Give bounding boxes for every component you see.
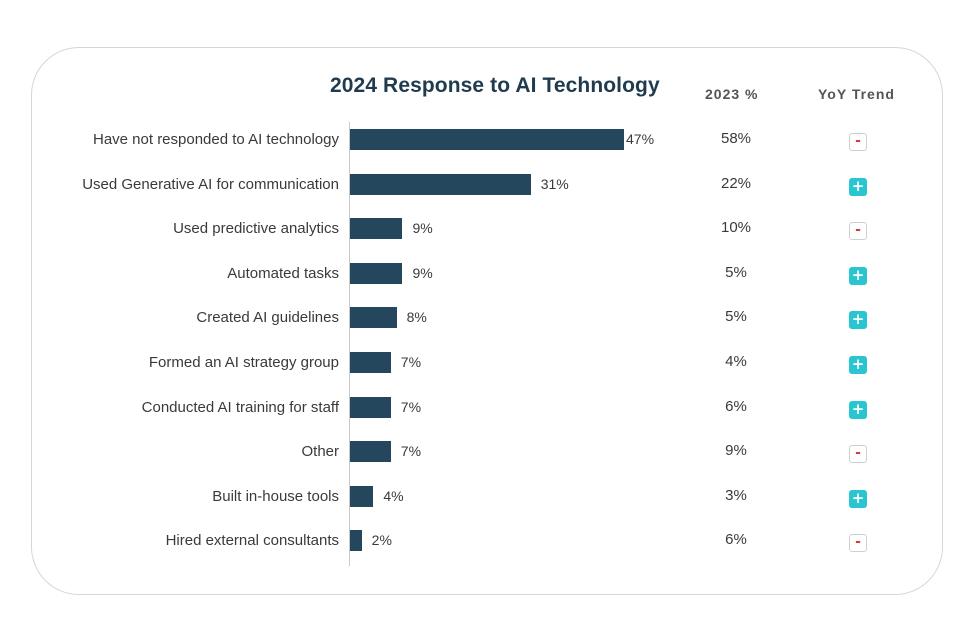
- category-label: Formed an AI strategy group: [148, 354, 339, 371]
- bar-row: Used Generative AI for communication 31% 2…: [0, 163, 974, 207]
- prev-year-value: 6%: [725, 397, 747, 415]
- bar-value-label: 9%: [412, 264, 433, 281]
- category-label: Conducted AI training for staff: [141, 398, 339, 416]
- bar: [350, 441, 391, 463]
- prev-year-value: 4%: [725, 353, 747, 370]
- bar-row: Formed an AI strategy group 7% 4% +: [0, 341, 974, 385]
- bar-row: Other 7% 9% -: [0, 430, 974, 474]
- prev-year-value: 3%: [725, 486, 747, 504]
- bar-value-label: 7%: [400, 398, 422, 415]
- bar-value-label: 4%: [383, 487, 404, 504]
- bar-row: Built in-house tools 4% 3% +: [0, 475, 974, 519]
- category-label: Used Generative AI for communication: [82, 175, 339, 193]
- bar-value-label: 31%: [540, 175, 569, 192]
- trend-down-icon: -: [849, 445, 867, 464]
- prev-year-value: 5%: [725, 263, 747, 281]
- bar-row: Hired external consultants 2% 6% -: [0, 519, 974, 563]
- bar: [350, 396, 391, 418]
- category-label: Created AI guidelines: [196, 309, 339, 327]
- bar-row: Created AI guidelines 8% 5% +: [0, 296, 974, 340]
- prev-year-header: 2023 %: [705, 86, 759, 102]
- category-label: Other: [301, 443, 339, 461]
- bar-value-label: 2%: [371, 532, 392, 549]
- trend-up-icon: +: [849, 266, 867, 285]
- category-label: Have not responded to AI technology: [92, 131, 339, 148]
- trend-up-icon: +: [849, 489, 867, 508]
- prev-year-value: 22%: [720, 174, 752, 192]
- trend-down-icon: -: [849, 222, 867, 241]
- bar-value-label: 9%: [412, 220, 433, 237]
- bar-row: Automated tasks 9% 5% +: [0, 252, 974, 296]
- category-label: Hired external consultants: [165, 532, 339, 550]
- trend-header: YoY Trend: [818, 86, 895, 102]
- prev-year-value: 6%: [725, 531, 747, 549]
- category-label: Automated tasks: [227, 264, 339, 282]
- prev-year-value: 58%: [720, 130, 752, 147]
- bar: [350, 307, 397, 329]
- category-label: Used predictive analytics: [173, 220, 339, 238]
- trend-up-icon: +: [849, 177, 867, 196]
- bar-value-label: 47%: [626, 131, 655, 147]
- bar-value-label: 8%: [406, 309, 427, 326]
- prev-year-value: 5%: [725, 308, 747, 326]
- bar-row: Have not responded to AI technology 47% 58…: [0, 118, 974, 162]
- bar: [350, 173, 531, 195]
- bar-value-label: 7%: [400, 443, 422, 460]
- bar: [350, 352, 391, 373]
- trend-down-icon: -: [849, 133, 867, 151]
- bar: [350, 262, 403, 284]
- trend-up-icon: +: [849, 311, 867, 330]
- bar-value-label: 7%: [400, 354, 422, 370]
- prev-year-value: 10%: [720, 219, 752, 237]
- trend-down-icon: -: [849, 534, 867, 553]
- bar: [350, 530, 362, 552]
- category-label: Built in-house tools: [212, 487, 339, 505]
- bar-row: Conducted AI training for staff 7% 6% +: [0, 386, 974, 430]
- chart-title: 2024 Response to AI Technology: [330, 74, 660, 97]
- bar-row: Used predictive analytics 9% 10% -: [0, 207, 974, 251]
- trend-up-icon: +: [849, 356, 867, 374]
- bar: [350, 485, 374, 507]
- prev-year-value: 9%: [725, 442, 747, 460]
- bar: [350, 218, 403, 240]
- trend-up-icon: +: [849, 400, 867, 419]
- category-axis: [349, 122, 350, 566]
- bar: [350, 129, 624, 150]
